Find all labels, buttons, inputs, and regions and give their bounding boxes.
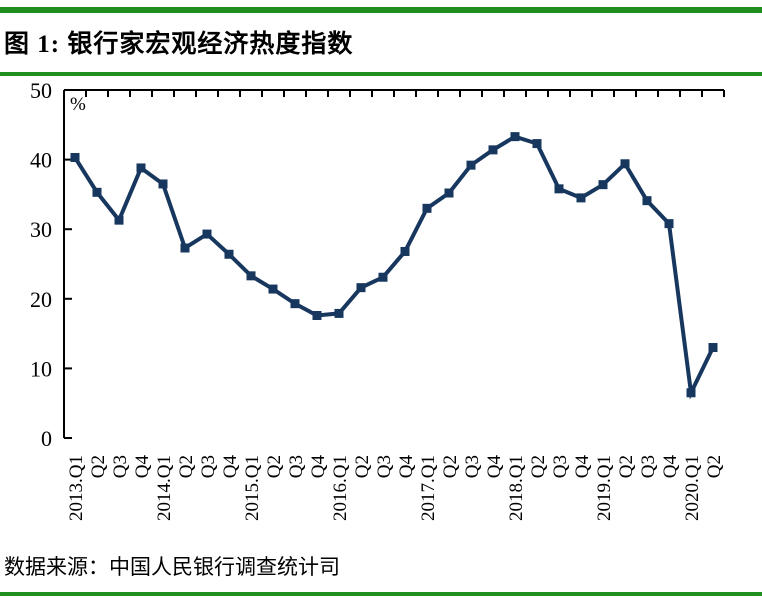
x-tick-label: 2019.Q1 — [594, 455, 615, 521]
data-point-marker — [686, 388, 696, 398]
x-tick-label: Q2 — [440, 455, 461, 478]
bottom-divider — [0, 592, 762, 596]
x-tick-label: Q3 — [198, 455, 219, 478]
x-tick-label: 2016.Q1 — [330, 455, 351, 521]
data-point-marker — [268, 284, 278, 294]
x-tick-label: Q2 — [264, 455, 285, 478]
data-point-marker — [334, 308, 344, 318]
data-point-marker — [356, 283, 366, 293]
x-tick-label: 2015.Q1 — [242, 455, 263, 521]
x-tick-label: Q3 — [550, 455, 571, 478]
data-point-marker — [312, 311, 322, 321]
x-tick-label: Q3 — [374, 455, 395, 478]
data-point-marker — [422, 203, 432, 213]
x-tick-label: Q3 — [110, 455, 131, 478]
data-point-marker — [510, 132, 520, 142]
top-divider — [0, 7, 762, 13]
x-tick-label: Q4 — [660, 455, 681, 479]
data-point-marker — [708, 343, 718, 353]
y-tick-label: 0 — [41, 426, 52, 451]
x-tick-label: Q3 — [286, 455, 307, 478]
x-tick-label: Q2 — [528, 455, 549, 478]
y-tick-label: 10 — [30, 356, 52, 381]
series-line — [73, 134, 715, 400]
x-tick-label: Q2 — [616, 455, 637, 478]
x-tick-label: Q4 — [308, 455, 329, 479]
y-tick-label: 20 — [30, 287, 52, 312]
data-point-marker — [224, 249, 234, 259]
x-tick-label: Q2 — [88, 455, 109, 478]
percent-unit-label: % — [70, 94, 86, 115]
data-point-marker — [664, 219, 674, 229]
x-tick-label: Q4 — [396, 455, 417, 479]
x-tick-label: Q3 — [638, 455, 659, 478]
data-point-marker — [202, 229, 212, 239]
x-tick-label: Q2 — [704, 455, 725, 478]
data-point-marker — [488, 145, 498, 155]
data-point-marker — [114, 215, 124, 225]
data-point-marker — [136, 163, 146, 173]
data-point-marker — [598, 180, 608, 190]
data-point-marker — [576, 193, 586, 203]
y-tick-label: 30 — [30, 217, 52, 242]
title-divider — [0, 72, 762, 76]
data-point-marker — [620, 159, 630, 169]
x-tick-label: 2013.Q1 — [66, 455, 87, 521]
x-tick-label: 2018.Q1 — [506, 455, 527, 521]
data-point-marker — [246, 271, 256, 281]
data-point-marker — [180, 243, 190, 253]
data-point-marker — [290, 299, 300, 309]
data-point-marker — [642, 196, 652, 206]
data-source: 数据来源：中国人民银行调查统计司 — [4, 555, 340, 579]
y-tick-label: 50 — [30, 78, 52, 103]
x-tick-label: 2020.Q1 — [682, 455, 703, 521]
x-tick-label: Q4 — [572, 455, 593, 479]
x-tick-label: Q2 — [176, 455, 197, 478]
x-tick-label: Q4 — [484, 455, 505, 479]
x-tick-label: 2017.Q1 — [418, 455, 439, 521]
data-point-marker — [158, 179, 168, 189]
data-point-marker — [444, 188, 454, 198]
x-tick-label: Q4 — [132, 455, 153, 479]
data-point-marker — [400, 246, 410, 256]
data-point-marker — [554, 184, 564, 194]
y-tick-label: 40 — [30, 148, 52, 173]
data-point-marker — [466, 160, 476, 170]
x-tick-label: Q2 — [352, 455, 373, 478]
data-point-marker — [532, 139, 542, 149]
data-point-marker — [92, 187, 102, 197]
figure-title: 图 1: 银行家宏观经济热度指数 — [4, 31, 354, 58]
data-point-marker — [70, 153, 80, 163]
x-tick-label: Q3 — [462, 455, 483, 478]
x-tick-label: Q4 — [220, 455, 241, 479]
data-point-marker — [378, 272, 388, 282]
x-tick-label: 2014.Q1 — [154, 455, 175, 521]
